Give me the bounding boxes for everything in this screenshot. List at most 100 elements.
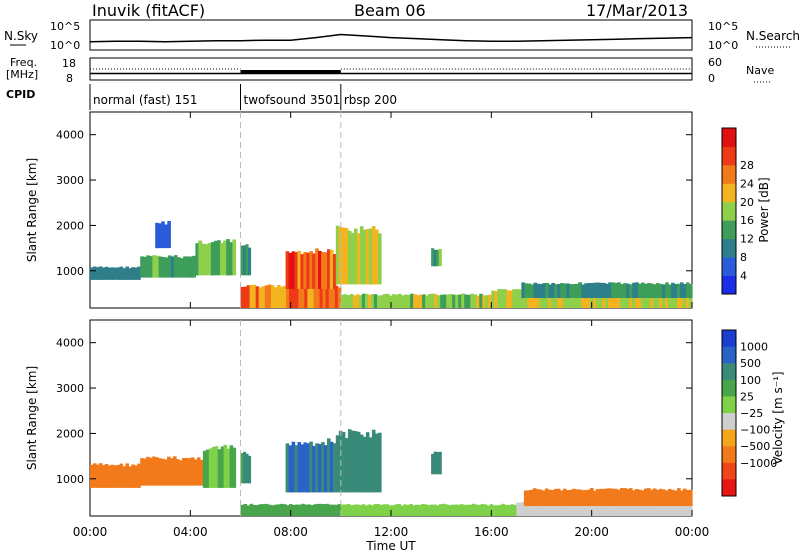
heatmap-cell [665, 490, 669, 506]
heatmap-cell [570, 501, 574, 516]
colorbar-tick-label: 8 [740, 251, 747, 264]
heatmap-cell [128, 466, 132, 488]
xtick-label: 16:00 [474, 525, 509, 539]
heatmap-cell [327, 249, 331, 289]
heatmap-cell [152, 456, 156, 486]
xtick-label: 20:00 [574, 525, 609, 539]
heatmap-cell [395, 294, 399, 308]
heatmap-cell [370, 505, 375, 516]
heatmap-cell [674, 284, 678, 298]
heatmap-cell [413, 294, 417, 308]
heatmap-cell [650, 502, 654, 516]
heatmap-cell [155, 457, 159, 486]
heatmap-cell [593, 291, 597, 308]
heatmap-cell [524, 283, 528, 298]
heatmap-cell [315, 443, 319, 493]
heatmap-cell [539, 290, 543, 308]
heatmap-cell [404, 294, 408, 308]
heatmap-cell [285, 251, 290, 289]
heatmap-cell [248, 247, 252, 276]
heatmap-cell [344, 438, 349, 493]
heatmap-cell [358, 505, 363, 516]
heatmap-cell [137, 463, 141, 488]
heatmap-cell [201, 243, 206, 276]
heatmap-cell [620, 289, 624, 308]
heatmap-cell [116, 267, 121, 280]
heatmap-cell [677, 283, 681, 298]
heatmap-cell [107, 267, 112, 280]
heatmap-cell [647, 283, 651, 298]
heatmap-cell [480, 503, 485, 516]
heatmap-cell [119, 463, 124, 488]
heatmap-cell [101, 267, 106, 280]
heatmap-cell [503, 289, 507, 308]
colorbar-tick-label: 24 [740, 177, 754, 190]
heatmap-cell [356, 233, 361, 285]
heatmap-cell [653, 488, 657, 506]
heatmap-cell [286, 286, 290, 308]
heatmap-cell [152, 255, 157, 278]
heatmap-cell [167, 456, 171, 486]
heatmap-cell [310, 285, 314, 308]
heatmap-cell [459, 504, 464, 516]
heatmap-cell [560, 289, 564, 308]
heatmap-cell [140, 458, 144, 486]
heatmap-cell [656, 289, 660, 308]
heatmap-cell [173, 456, 177, 486]
heatmap-cell [359, 226, 364, 285]
heatmap-cell [255, 505, 260, 516]
heatmap-cell [361, 504, 366, 516]
freq-series [90, 68, 692, 75]
heatmap-cell [182, 458, 186, 486]
heatmap-cell [301, 503, 305, 516]
heatmap-cell [533, 282, 537, 298]
heatmap-cell [683, 284, 687, 298]
heatmap-cell [134, 465, 138, 488]
heatmap-cell [422, 294, 426, 308]
power-colorbar: 4 8 12 16 20 24 28 [721, 127, 754, 295]
heatmap-cell [567, 503, 571, 516]
heatmap-cell [179, 460, 183, 486]
heatmap-cell [668, 290, 672, 308]
heatmap-cell [671, 501, 675, 516]
heatmap-cell [292, 504, 296, 516]
heatmap-cell [433, 249, 437, 267]
heatmap-cell [433, 504, 437, 516]
cpid-label: CPID [6, 88, 35, 101]
heatmap-cell [280, 286, 284, 308]
nsky-label: N.Sky [4, 29, 38, 43]
cpid-segment-label: normal (fast) 151 [93, 93, 197, 107]
heatmap-cell [659, 289, 663, 308]
heatmap-cell [122, 268, 127, 280]
heatmap-cell [521, 289, 525, 308]
heatmap-cell [641, 490, 645, 506]
heatmap-cell [557, 291, 561, 308]
heatmap-cell [406, 504, 410, 516]
heatmap-cell [205, 449, 210, 488]
heatmap-cell [341, 431, 346, 493]
heatmap-cell [533, 291, 537, 308]
heatmap-cell [177, 257, 181, 278]
heatmap-cell [220, 446, 225, 488]
velocity-colorbar-label: Velocity [m s⁻¹] [771, 371, 785, 464]
heatmap-cell [529, 489, 534, 506]
heatmap-cell [335, 435, 340, 493]
beam-title: Beam 06 [354, 1, 426, 20]
heatmap-cell [578, 489, 582, 506]
colorbar-tick-label: 100 [740, 374, 761, 387]
heatmap-cell [581, 501, 586, 516]
heatmap-cell [677, 502, 681, 516]
heatmap-cell [211, 446, 216, 488]
heatmap-cell [659, 503, 663, 516]
heatmap-cell [104, 266, 109, 280]
heatmap-cell [563, 488, 567, 506]
heatmap-cell [611, 503, 616, 516]
heatmap-cell [524, 289, 528, 308]
heatmap-cell [626, 290, 630, 308]
heatmap-cell [374, 433, 379, 493]
heatmap-cell [476, 295, 480, 308]
heatmap-cell [680, 502, 684, 516]
heatmap-cell [374, 229, 379, 285]
heatmap-cell [315, 248, 319, 289]
ytick-label: 4000 [56, 129, 84, 142]
